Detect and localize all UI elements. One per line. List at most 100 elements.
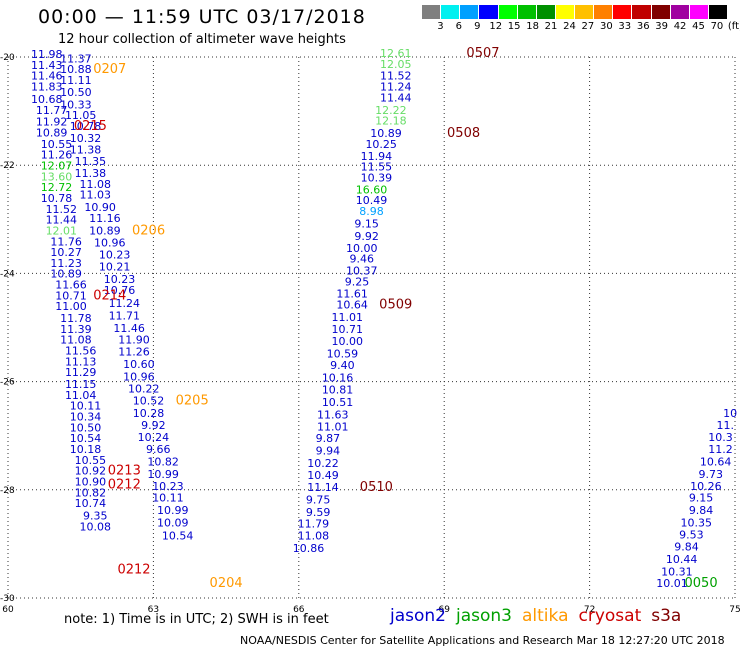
color-swatch xyxy=(670,5,690,19)
data-point: 10.26 xyxy=(690,480,722,493)
data-point: 9.46 xyxy=(350,253,375,266)
color-scale-bar xyxy=(422,5,728,19)
pass-time-label: 0207 xyxy=(93,62,126,77)
color-scale-tick: 15 xyxy=(507,21,521,32)
data-point: 11.56 xyxy=(65,345,97,358)
data-point: 9.25 xyxy=(345,275,370,288)
data-point: 10.89 xyxy=(370,127,402,140)
data-point: 11.05 xyxy=(65,109,97,122)
data-point: 11.38 xyxy=(70,143,102,156)
pass-time-label: 0050 xyxy=(685,576,718,591)
data-point: 11.08 xyxy=(60,334,92,347)
data-point: 11.44 xyxy=(380,91,412,104)
color-scale-tick: 3 xyxy=(437,21,444,32)
data-point: 10.39 xyxy=(361,171,393,184)
color-swatch xyxy=(555,5,575,19)
data-point: 10.99 xyxy=(147,468,179,481)
color-scale-tick: 42 xyxy=(673,21,687,32)
color-swatch xyxy=(479,5,499,19)
color-swatch xyxy=(536,5,556,19)
data-point: 9.53 xyxy=(679,528,704,541)
data-point: 9.35 xyxy=(83,510,108,523)
data-point: 10.90 xyxy=(84,201,116,214)
y-tick-label: -22 xyxy=(0,161,15,171)
data-point: 10.08 xyxy=(79,520,111,533)
pass-time-label: 0507 xyxy=(466,46,499,61)
data-point: 10 xyxy=(723,407,737,420)
pass-time-label: 0215 xyxy=(74,119,107,134)
x-tick-label: 63 xyxy=(148,605,159,615)
data-point: 11.26 xyxy=(118,346,150,359)
data-point: 10.35 xyxy=(680,517,712,530)
satellite-legend-altika: altika xyxy=(522,606,569,626)
data-point: 11.24 xyxy=(109,297,141,310)
color-scale-tick: 27 xyxy=(581,21,595,32)
data-point: 10.96 xyxy=(123,371,155,384)
y-tick-label: -24 xyxy=(0,269,15,279)
chart-title: 00:00 — 11:59 UTC 03/17/2018 xyxy=(38,6,366,28)
data-point: 11.23 xyxy=(50,257,82,270)
data-point: 10.11 xyxy=(152,492,184,505)
data-point: 12.18 xyxy=(375,115,407,128)
color-swatch xyxy=(594,5,614,19)
data-point: 10.23 xyxy=(99,248,131,261)
data-point: 10.49 xyxy=(356,194,388,207)
color-scale-tick: 30 xyxy=(599,21,613,32)
data-point: 10.76 xyxy=(104,284,136,297)
satellite-legend: jason2 jason3 altika cryosat s3a xyxy=(390,606,691,626)
data-point: 11.46 xyxy=(31,70,63,83)
data-point: 10.3 xyxy=(708,431,733,444)
data-point: 9.73 xyxy=(699,468,724,481)
data-point: 10.21 xyxy=(99,261,131,274)
data-point: 11.98 xyxy=(31,48,63,61)
data-point: 11.01 xyxy=(317,420,349,433)
data-point: 10.64 xyxy=(700,455,732,468)
data-point: 9.84 xyxy=(689,504,714,517)
data-point: 11.71 xyxy=(109,309,141,322)
data-point: 10.00 xyxy=(346,242,378,255)
color-scale-tick: 39 xyxy=(655,21,668,32)
data-point: 10.90 xyxy=(75,475,107,488)
data-point: 10.32 xyxy=(70,132,102,145)
data-point: 10.22 xyxy=(307,457,339,470)
data-point: 10.11 xyxy=(70,400,102,413)
data-point: 13.60 xyxy=(41,170,73,183)
data-point: 10.25 xyxy=(365,138,397,151)
data-point: 11.76 xyxy=(50,235,82,248)
data-point: 12.61 xyxy=(380,47,412,60)
color-swatch xyxy=(460,5,480,19)
data-point: 11.26 xyxy=(41,149,73,162)
data-point: 10.96 xyxy=(94,236,126,249)
data-point: 10.68 xyxy=(31,93,63,106)
data-point: 10.50 xyxy=(60,86,92,99)
data-point: 10.89 xyxy=(89,224,121,237)
data-point: 9.94 xyxy=(316,445,341,458)
color-swatch xyxy=(441,5,461,19)
pass-time-label: 0212 xyxy=(117,563,150,578)
credit-line: NOAA/NESDIS Center for Satellite Applica… xyxy=(240,634,725,647)
data-point: 10.86 xyxy=(293,542,325,555)
data-point: 12.07 xyxy=(41,160,73,173)
data-point: 10.71 xyxy=(55,289,87,302)
color-scale-tick: 36 xyxy=(636,21,650,32)
color-swatch xyxy=(708,5,728,19)
data-point: 9.66 xyxy=(146,443,171,456)
data-point: 11.08 xyxy=(79,178,111,191)
color-swatch xyxy=(422,5,442,19)
data-point: 11.2 xyxy=(708,443,733,456)
data-points: 11.9811.3711.4310.8811.4611.1111.8310.50… xyxy=(31,47,737,590)
data-point: 12.22 xyxy=(375,104,407,117)
data-point: 12.01 xyxy=(46,224,78,237)
y-tick-label: -20 xyxy=(0,53,15,63)
data-point: 11.55 xyxy=(361,161,393,174)
data-point: 11.08 xyxy=(298,530,330,543)
data-point: 11.63 xyxy=(317,408,349,421)
satellite-legend-cryosat: cryosat xyxy=(578,606,642,626)
data-point: 10.24 xyxy=(138,431,170,444)
color-scale-tick: 45 xyxy=(692,21,705,32)
data-point: 10.89 xyxy=(50,268,82,281)
color-swatch xyxy=(632,5,652,19)
data-point: 9.87 xyxy=(316,432,341,445)
